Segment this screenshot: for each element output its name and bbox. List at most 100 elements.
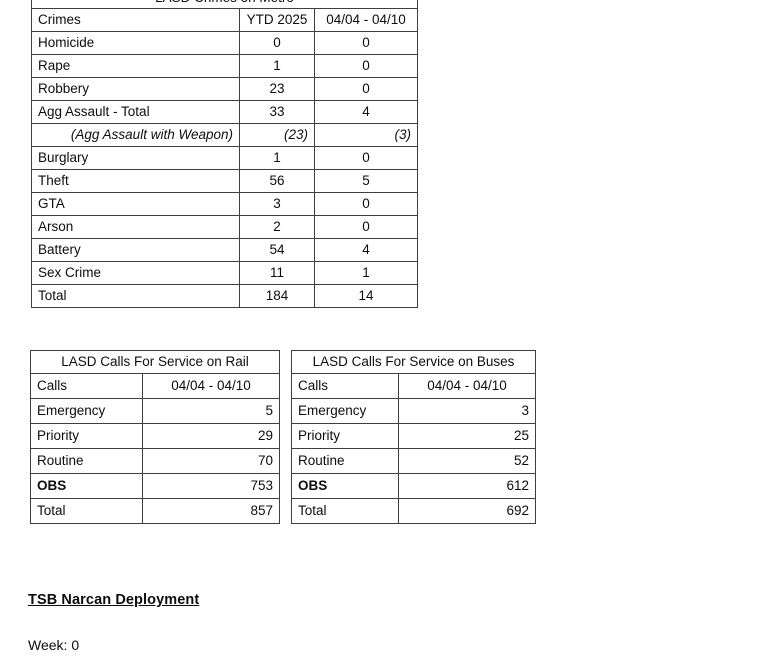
crimes-table-container: LASD Crimes on Metro Crimes YTD 2025 04/… — [30, 0, 419, 308]
crimes-row-label: Sex Crime — [31, 261, 240, 285]
crimes-row-week: 0 — [313, 54, 419, 78]
crimes-row-week: 14 — [313, 284, 419, 308]
buses-row-label: Priority — [291, 423, 399, 449]
rail-table-title: LASD Calls For Service on Rail — [29, 350, 281, 374]
table-row: Rape 1 0 — [31, 54, 419, 78]
crimes-table-header-row: Crimes YTD 2025 04/04 - 04/10 — [31, 8, 419, 32]
buses-table-title: LASD Calls For Service on Buses — [290, 350, 537, 374]
crimes-header-label: Crimes — [31, 8, 240, 32]
table-row: Priority 29 — [30, 423, 281, 449]
crimes-row-ytd: 1 — [239, 54, 315, 78]
rail-row-label: Total — [30, 498, 143, 524]
table-row: Agg Assault - Total 33 4 — [31, 100, 419, 124]
crimes-row-week: 4 — [313, 238, 419, 262]
crimes-row-label: Homicide — [31, 31, 240, 55]
crimes-row-week: 0 — [313, 31, 419, 55]
rail-table-body: LASD Calls For Service on Rail Calls 04/… — [29, 350, 281, 524]
crimes-row-ytd: 54 — [239, 238, 315, 262]
rail-table-header-row: Calls 04/04 - 04/10 — [30, 373, 281, 399]
rail-row-value: 5 — [141, 398, 281, 424]
crimes-row-week: 1 — [313, 261, 419, 285]
crimes-row-label: Arson — [31, 215, 240, 239]
crimes-row-week: 0 — [313, 77, 419, 101]
crimes-header-week: 04/04 - 04/10 — [313, 8, 419, 32]
buses-table-title-row: LASD Calls For Service on Buses — [290, 350, 537, 374]
crimes-row-ytd: 56 — [239, 169, 315, 193]
crimes-row-ytd: 11 — [239, 261, 315, 285]
crimes-row-label: Rape — [31, 54, 240, 78]
crimes-row-week: (3) — [313, 123, 419, 147]
crimes-row-label: Total — [31, 284, 240, 308]
rail-header-range: 04/04 - 04/10 — [141, 373, 281, 399]
rail-row-value: 29 — [141, 423, 281, 449]
table-row: Emergency 5 — [30, 398, 281, 424]
table-row: Routine 52 — [291, 448, 537, 474]
table-row: Priority 25 — [291, 423, 537, 449]
buses-table-body: LASD Calls For Service on Buses Calls 04… — [290, 350, 537, 524]
crimes-row-ytd: 0 — [239, 31, 315, 55]
buses-table-header-row: Calls 04/04 - 04/10 — [291, 373, 537, 399]
crimes-row-label: Theft — [31, 169, 240, 193]
tsb-narcan-week-value: Week: 0 — [28, 637, 80, 653]
crimes-row-ytd: 1 — [239, 146, 315, 170]
buses-header-label: Calls — [291, 373, 399, 399]
crimes-row-week: 0 — [313, 215, 419, 239]
table-row: Homicide 0 0 — [31, 31, 419, 55]
crimes-table-body: LASD Crimes on Metro Crimes YTD 2025 04/… — [30, 0, 419, 308]
table-row: OBS 753 — [30, 473, 281, 499]
crimes-row-ytd: 184 — [239, 284, 315, 308]
crimes-row-label: Burglary — [31, 146, 240, 170]
buses-row-label: OBS — [291, 473, 399, 499]
lasd-calls-for-service-on-rail-table: LASD Calls For Service on Rail Calls 04/… — [29, 350, 281, 524]
table-row: Burglary 1 0 — [31, 146, 419, 170]
rail-row-label: Emergency — [30, 398, 143, 424]
table-row: Arson 2 0 — [31, 215, 419, 239]
rail-row-label: Routine — [30, 448, 143, 474]
buses-row-value: 52 — [397, 448, 537, 474]
rail-table-title-row: LASD Calls For Service on Rail — [29, 350, 281, 374]
buses-row-value: 612 — [397, 473, 537, 499]
table-row-subitem: (Agg Assault with Weapon) (23) (3) — [31, 123, 419, 147]
crimes-table-title: LASD Crimes on Metro — [30, 0, 419, 9]
buses-calls-table-container: LASD Calls For Service on Buses Calls 04… — [290, 350, 537, 524]
rail-row-value: 70 — [141, 448, 281, 474]
table-row: Theft 56 5 — [31, 169, 419, 193]
crimes-row-label: Agg Assault - Total — [31, 100, 240, 124]
buses-header-range: 04/04 - 04/10 — [397, 373, 537, 399]
rail-row-value: 857 — [141, 498, 281, 524]
table-row: Robbery 23 0 — [31, 77, 419, 101]
buses-row-label: Total — [291, 498, 399, 524]
crimes-row-ytd: (23) — [239, 123, 315, 147]
crimes-row-week: 5 — [313, 169, 419, 193]
crimes-row-week: 0 — [313, 146, 419, 170]
table-row: Sex Crime 11 1 — [31, 261, 419, 285]
crimes-row-label: Robbery — [31, 77, 240, 101]
crimes-row-ytd: 2 — [239, 215, 315, 239]
table-row: Routine 70 — [30, 448, 281, 474]
crimes-row-label: GTA — [31, 192, 240, 216]
table-row-total: Total 692 — [291, 498, 537, 524]
rail-row-value: 753 — [141, 473, 281, 499]
buses-row-label: Emergency — [291, 398, 399, 424]
rail-calls-table-container: LASD Calls For Service on Rail Calls 04/… — [29, 350, 281, 524]
buses-row-value: 3 — [397, 398, 537, 424]
buses-row-value: 692 — [397, 498, 537, 524]
rail-header-label: Calls — [30, 373, 143, 399]
lasd-calls-for-service-on-buses-table: LASD Calls For Service on Buses Calls 04… — [290, 350, 537, 524]
table-row: OBS 612 — [291, 473, 537, 499]
crimes-table-title-row: LASD Crimes on Metro — [30, 0, 419, 9]
crimes-header-ytd: YTD 2025 — [239, 8, 315, 32]
crimes-row-ytd: 23 — [239, 77, 315, 101]
buses-row-value: 25 — [397, 423, 537, 449]
buses-row-label: Routine — [291, 448, 399, 474]
crimes-row-label: Battery — [31, 238, 240, 262]
crimes-row-ytd: 33 — [239, 100, 315, 124]
crimes-row-week: 4 — [313, 100, 419, 124]
table-row: Battery 54 4 — [31, 238, 419, 262]
lasd-crimes-on-metro-table: LASD Crimes on Metro Crimes YTD 2025 04/… — [30, 0, 419, 308]
crimes-row-week: 0 — [313, 192, 419, 216]
table-row-total: Total 857 — [30, 498, 281, 524]
rail-row-label: OBS — [30, 473, 143, 499]
table-row-total: Total 184 14 — [31, 284, 419, 308]
table-row: GTA 3 0 — [31, 192, 419, 216]
